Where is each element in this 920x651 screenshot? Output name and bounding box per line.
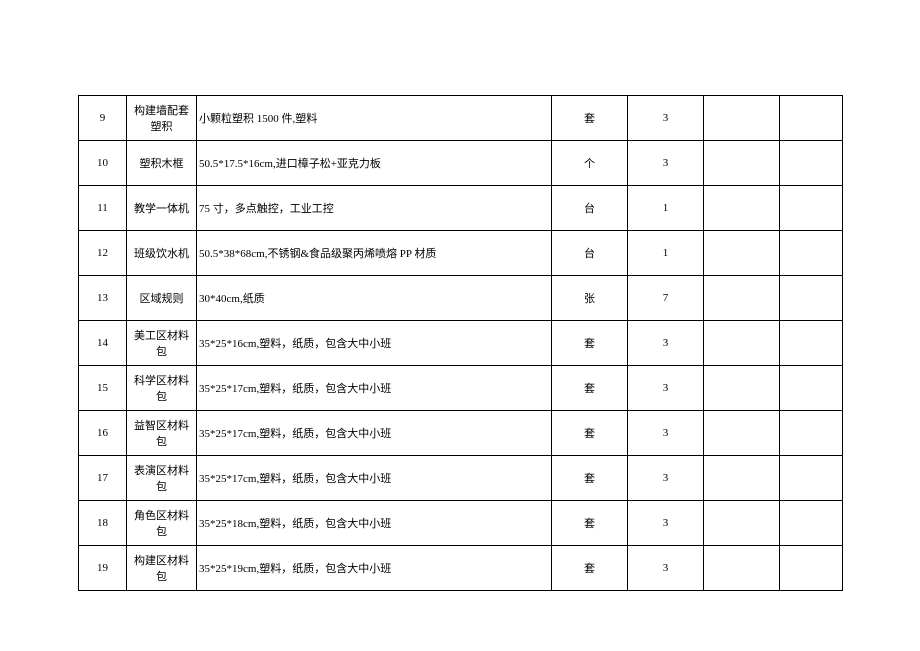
cell-spec: 35*25*17cm,塑料，纸质，包含大中小班 (197, 366, 552, 411)
cell-spec: 50.5*38*68cm,不锈钢&食品级聚丙烯喷熔 PP 材质 (197, 231, 552, 276)
cell-empty (780, 366, 843, 411)
cell-empty (780, 321, 843, 366)
cell-spec: 75 寸，多点触控，工业工控 (197, 186, 552, 231)
cell-empty (704, 276, 780, 321)
cell-num: 13 (79, 276, 127, 321)
cell-num: 17 (79, 456, 127, 501)
cell-empty (780, 96, 843, 141)
cell-qty: 3 (628, 96, 704, 141)
cell-num: 18 (79, 501, 127, 546)
cell-name: 班级饮水机 (127, 231, 197, 276)
table-row: 10 塑积木框 50.5*17.5*16cm,进口樟子松+亚克力板 个 3 (79, 141, 843, 186)
cell-num: 9 (79, 96, 127, 141)
cell-unit: 台 (552, 231, 628, 276)
table-row: 18 角色区材料包 35*25*18cm,塑料，纸质，包含大中小班 套 3 (79, 501, 843, 546)
cell-spec: 35*25*17cm,塑料，纸质，包含大中小班 (197, 456, 552, 501)
cell-spec: 35*25*19cm,塑料，纸质，包含大中小班 (197, 546, 552, 591)
cell-qty: 3 (628, 366, 704, 411)
cell-name: 构建墙配套塑积 (127, 96, 197, 141)
table-row: 11 教学一体机 75 寸，多点触控，工业工控 台 1 (79, 186, 843, 231)
cell-qty: 7 (628, 276, 704, 321)
table-row: 13 区域规则 30*40cm,纸质 张 7 (79, 276, 843, 321)
cell-unit: 个 (552, 141, 628, 186)
table-row: 9 构建墙配套塑积 小颗粒塑积 1500 件,塑料 套 3 (79, 96, 843, 141)
table-row: 16 益智区材料包 35*25*17cm,塑料，纸质，包含大中小班 套 3 (79, 411, 843, 456)
cell-spec: 35*25*17cm,塑料，纸质，包含大中小班 (197, 411, 552, 456)
cell-qty: 1 (628, 231, 704, 276)
cell-empty (704, 546, 780, 591)
table-row: 17 表演区材料包 35*25*17cm,塑料，纸质，包含大中小班 套 3 (79, 456, 843, 501)
cell-name: 益智区材料包 (127, 411, 197, 456)
cell-qty: 3 (628, 411, 704, 456)
cell-empty (704, 141, 780, 186)
cell-num: 14 (79, 321, 127, 366)
table-container: 9 构建墙配套塑积 小颗粒塑积 1500 件,塑料 套 3 10 塑积木框 50… (78, 95, 842, 591)
cell-unit: 套 (552, 456, 628, 501)
materials-table: 9 构建墙配套塑积 小颗粒塑积 1500 件,塑料 套 3 10 塑积木框 50… (78, 95, 843, 591)
cell-qty: 3 (628, 546, 704, 591)
table-row: 14 美工区材料包 35*25*16cm,塑料，纸质，包含大中小班 套 3 (79, 321, 843, 366)
cell-empty (704, 366, 780, 411)
cell-empty (780, 501, 843, 546)
cell-name: 表演区材料包 (127, 456, 197, 501)
cell-unit: 套 (552, 411, 628, 456)
cell-name: 科学区材料包 (127, 366, 197, 411)
cell-empty (704, 321, 780, 366)
cell-num: 15 (79, 366, 127, 411)
cell-empty (704, 231, 780, 276)
cell-empty (780, 456, 843, 501)
cell-empty (704, 411, 780, 456)
cell-num: 10 (79, 141, 127, 186)
cell-name: 美工区材料包 (127, 321, 197, 366)
cell-num: 12 (79, 231, 127, 276)
cell-empty (780, 186, 843, 231)
cell-qty: 3 (628, 456, 704, 501)
cell-empty (704, 186, 780, 231)
cell-qty: 3 (628, 321, 704, 366)
cell-empty (780, 141, 843, 186)
cell-unit: 套 (552, 501, 628, 546)
cell-name: 区域规则 (127, 276, 197, 321)
cell-qty: 3 (628, 501, 704, 546)
cell-spec: 小颗粒塑积 1500 件,塑料 (197, 96, 552, 141)
cell-num: 11 (79, 186, 127, 231)
cell-unit: 套 (552, 366, 628, 411)
cell-name: 角色区材料包 (127, 501, 197, 546)
cell-unit: 张 (552, 276, 628, 321)
cell-empty (780, 546, 843, 591)
cell-spec: 35*25*18cm,塑料，纸质，包含大中小班 (197, 501, 552, 546)
cell-empty (780, 231, 843, 276)
cell-qty: 3 (628, 141, 704, 186)
cell-name: 塑积木框 (127, 141, 197, 186)
cell-empty (704, 501, 780, 546)
cell-unit: 套 (552, 546, 628, 591)
cell-num: 19 (79, 546, 127, 591)
cell-unit: 台 (552, 186, 628, 231)
table-body: 9 构建墙配套塑积 小颗粒塑积 1500 件,塑料 套 3 10 塑积木框 50… (79, 96, 843, 591)
table-row: 19 构建区材料包 35*25*19cm,塑料，纸质，包含大中小班 套 3 (79, 546, 843, 591)
cell-num: 16 (79, 411, 127, 456)
table-row: 15 科学区材料包 35*25*17cm,塑料，纸质，包含大中小班 套 3 (79, 366, 843, 411)
cell-spec: 35*25*16cm,塑料，纸质，包含大中小班 (197, 321, 552, 366)
cell-empty (704, 96, 780, 141)
cell-unit: 套 (552, 96, 628, 141)
cell-name: 教学一体机 (127, 186, 197, 231)
cell-name: 构建区材料包 (127, 546, 197, 591)
cell-spec: 30*40cm,纸质 (197, 276, 552, 321)
cell-empty (780, 276, 843, 321)
table-row: 12 班级饮水机 50.5*38*68cm,不锈钢&食品级聚丙烯喷熔 PP 材质… (79, 231, 843, 276)
cell-spec: 50.5*17.5*16cm,进口樟子松+亚克力板 (197, 141, 552, 186)
cell-qty: 1 (628, 186, 704, 231)
cell-empty (704, 456, 780, 501)
cell-unit: 套 (552, 321, 628, 366)
cell-empty (780, 411, 843, 456)
